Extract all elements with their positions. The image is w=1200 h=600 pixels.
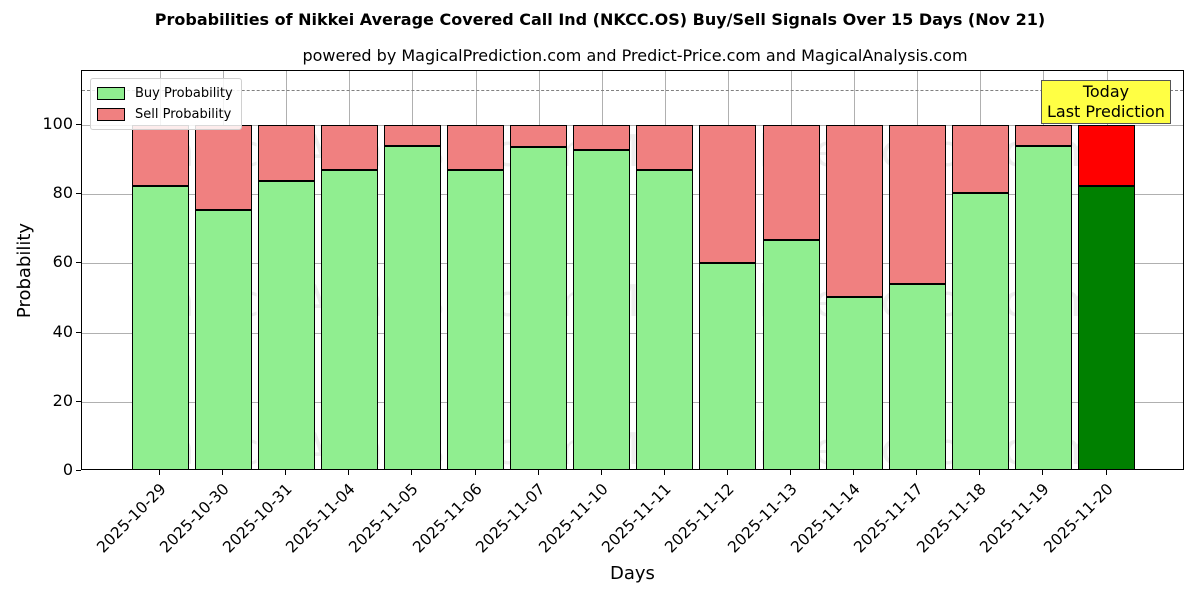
legend-item-buy: Buy Probability bbox=[97, 83, 233, 104]
x-axis-label: Days bbox=[610, 563, 655, 584]
x-tick-mark bbox=[600, 470, 602, 475]
sell-bar bbox=[194, 124, 252, 210]
buy-bar bbox=[131, 185, 189, 469]
buy-bar bbox=[320, 169, 378, 469]
y-tick-mark bbox=[76, 331, 81, 333]
sell-bar bbox=[888, 124, 946, 285]
y-tick-mark bbox=[76, 123, 81, 125]
buy-bar bbox=[573, 149, 631, 469]
buy-bar bbox=[1078, 185, 1135, 469]
y-tick-label: 80 bbox=[52, 183, 73, 203]
x-tick-mark bbox=[1105, 470, 1107, 475]
buy-bar bbox=[257, 181, 315, 469]
x-tick-mark bbox=[1042, 470, 1044, 475]
y-tick-mark bbox=[76, 470, 81, 471]
buy-bar bbox=[510, 147, 568, 469]
today-annotation: Today Last Prediction bbox=[1041, 80, 1171, 124]
x-tick-mark bbox=[979, 470, 981, 475]
x-tick-mark bbox=[411, 470, 413, 475]
y-tick-label: 60 bbox=[52, 252, 73, 272]
x-tick-mark bbox=[285, 470, 287, 475]
buy-bar bbox=[383, 146, 441, 469]
buy-bar bbox=[636, 169, 694, 469]
x-tick-mark bbox=[663, 470, 665, 475]
sell-bar bbox=[383, 124, 441, 147]
sell-bar bbox=[699, 124, 757, 263]
sell-bar bbox=[1014, 124, 1072, 146]
sell-bar bbox=[573, 124, 631, 150]
legend: Buy Probability Sell Probability bbox=[90, 78, 242, 130]
sell-bar bbox=[762, 124, 820, 240]
legend-item-sell: Sell Probability bbox=[97, 104, 233, 125]
buy-bar bbox=[1014, 145, 1072, 469]
sell-bar bbox=[257, 124, 315, 182]
y-tick-label: 20 bbox=[52, 390, 73, 410]
legend-label-buy: Buy Probability bbox=[135, 86, 233, 101]
reference-line-dashed bbox=[82, 90, 1183, 92]
gridline-h bbox=[82, 332, 1183, 334]
chart-subtitle: powered by MagicalPrediction.com and Pre… bbox=[302, 46, 968, 65]
buy-bar bbox=[825, 297, 883, 469]
legend-swatch-buy bbox=[97, 87, 125, 100]
x-tick-mark bbox=[853, 470, 855, 475]
x-tick-mark bbox=[790, 470, 791, 475]
y-tick-label: 100 bbox=[42, 113, 73, 133]
gridline-h bbox=[82, 124, 1183, 126]
gridline-h bbox=[82, 401, 1183, 403]
sell-bar bbox=[636, 124, 694, 170]
annotation-line1: Today bbox=[1082, 82, 1130, 101]
gridline-h bbox=[82, 194, 1183, 196]
y-tick-label: 40 bbox=[52, 321, 73, 341]
x-tick-mark bbox=[348, 470, 350, 475]
x-tick-mark bbox=[222, 470, 224, 475]
sell-bar bbox=[825, 124, 883, 298]
y-tick-mark bbox=[76, 262, 81, 264]
sell-bar bbox=[951, 124, 1009, 194]
sell-bar bbox=[1078, 124, 1135, 186]
legend-swatch-sell bbox=[97, 108, 125, 121]
sell-bar bbox=[320, 124, 378, 170]
x-tick-mark bbox=[474, 470, 476, 475]
x-tick-mark bbox=[159, 470, 160, 475]
x-tick-mark bbox=[726, 470, 728, 475]
plot-area: MagicalAnalysis.comMagicalPrediction.com… bbox=[81, 70, 1184, 470]
y-tick-mark bbox=[76, 193, 81, 195]
sell-bar bbox=[510, 124, 568, 148]
legend-label-sell: Sell Probability bbox=[135, 107, 232, 122]
y-tick-mark bbox=[76, 400, 81, 402]
x-tick-mark bbox=[537, 470, 539, 475]
sell-bar bbox=[131, 124, 189, 186]
buy-bar bbox=[951, 193, 1009, 469]
y-tick-label: 0 bbox=[62, 460, 73, 479]
gridline-h bbox=[82, 263, 1183, 265]
buy-bar bbox=[888, 284, 946, 469]
y-axis-label: Probability bbox=[14, 222, 36, 319]
annotation-line2: Last Prediction bbox=[1047, 102, 1165, 121]
buy-bar bbox=[699, 262, 757, 469]
buy-bar bbox=[762, 239, 820, 469]
sell-bar bbox=[447, 124, 504, 170]
buy-bar bbox=[194, 209, 252, 469]
chart-title: Probabilities of Nikkei Average Covered … bbox=[154, 10, 1046, 29]
buy-bar bbox=[447, 169, 504, 469]
x-tick-mark bbox=[916, 470, 918, 475]
